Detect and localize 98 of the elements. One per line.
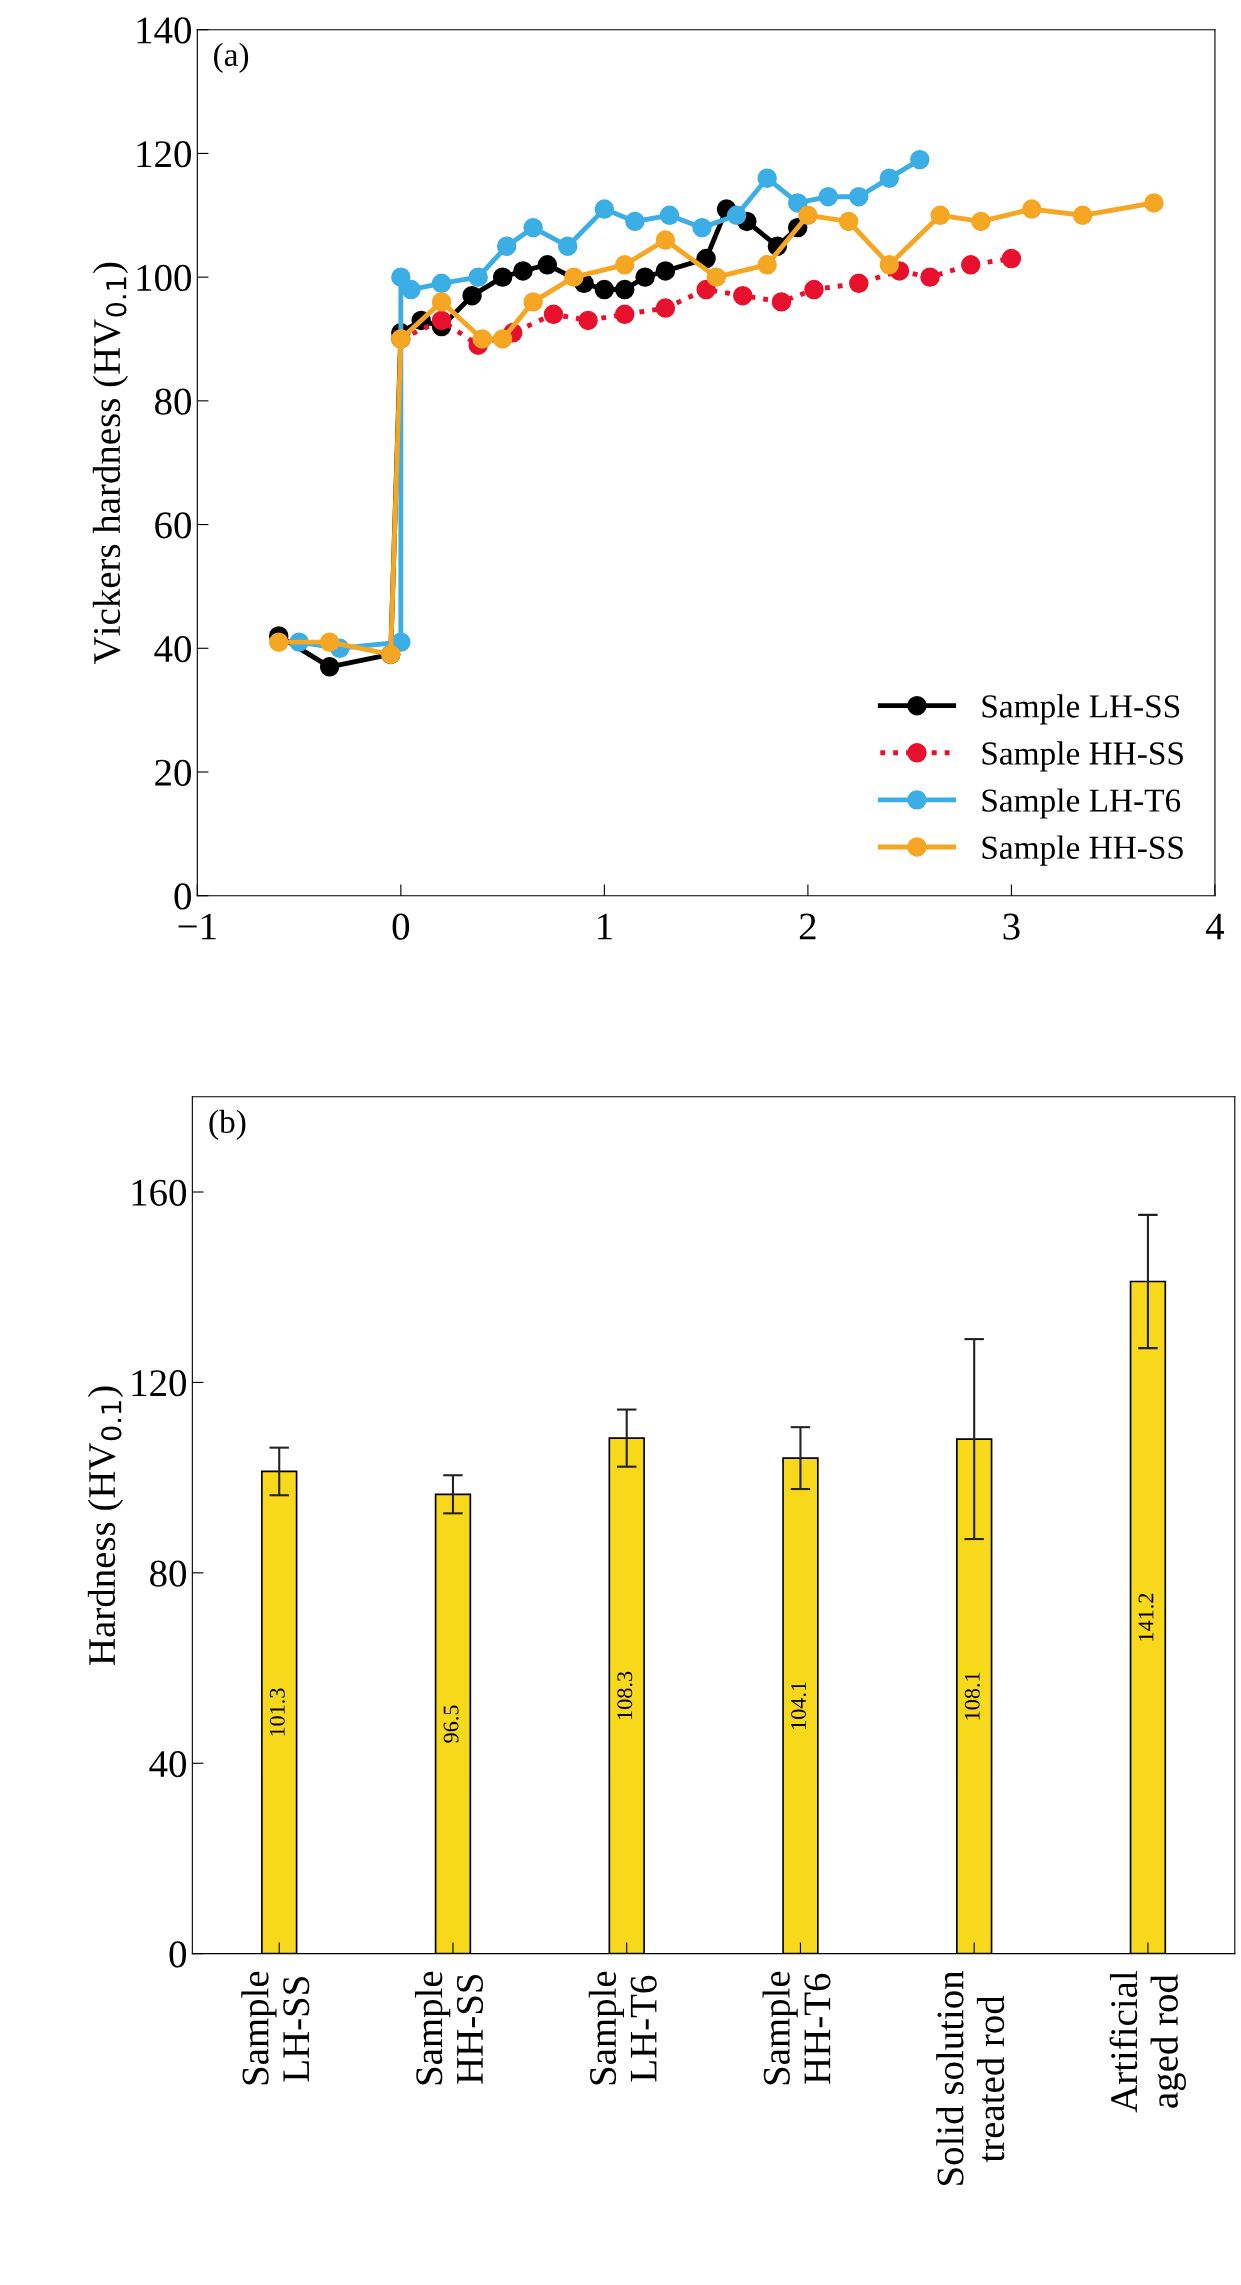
x-tick-label: 1	[598, 913, 612, 940]
point	[696, 279, 716, 300]
point	[462, 285, 482, 306]
x-tick-label: 3	[1003, 913, 1020, 940]
point	[920, 267, 940, 287]
point	[771, 292, 792, 312]
point	[757, 255, 777, 275]
point	[614, 304, 635, 324]
point	[838, 211, 859, 232]
point	[543, 304, 564, 324]
point	[496, 236, 517, 256]
point	[787, 193, 808, 213]
point	[930, 205, 950, 226]
y-tick-label: 160	[132, 1179, 187, 1206]
point	[804, 279, 824, 300]
y-axis-title: Vickers hardness (HV$_{0.1}$)	[92, 262, 129, 664]
point	[757, 168, 777, 188]
point	[492, 329, 513, 349]
point	[625, 211, 645, 232]
y-axis-title: Hardness (HV$_{0.1}$)	[87, 1386, 124, 1665]
point	[431, 310, 452, 331]
point	[594, 199, 615, 219]
point	[431, 273, 452, 294]
point	[472, 329, 492, 349]
x-tick-label: Sample LH-SS	[241, 1971, 310, 2085]
chart-title: (a)	[214, 42, 249, 73]
point	[910, 149, 930, 170]
data-label: 96.5	[443, 1705, 459, 1743]
y-tick-label: 120	[132, 1370, 187, 1397]
data-label: 108.1	[964, 1672, 980, 1720]
x-tick-label: Sample HH-T6	[762, 1971, 831, 2085]
y-tick-label: 100	[137, 264, 191, 292]
point	[614, 255, 635, 275]
x-tick-label: Sample LH-T6	[588, 1971, 657, 2085]
point	[1072, 205, 1093, 226]
legend-label: Sample LH-T6	[982, 788, 1181, 819]
point	[578, 310, 598, 331]
point	[523, 217, 543, 238]
point	[431, 292, 452, 312]
legend-label: Sample LH-SS	[982, 694, 1180, 725]
point	[492, 267, 513, 287]
x-tick-label: −1	[178, 913, 216, 940]
point	[523, 292, 543, 312]
y-tick-label: 60	[155, 512, 191, 539]
point	[319, 632, 340, 652]
x-tick-label: Artificial aged rod	[1109, 1971, 1186, 2113]
x-tick-label: 0	[392, 913, 410, 940]
legend-label: Sample HH-SS	[982, 835, 1183, 866]
data-label: 101.3	[269, 1688, 285, 1736]
point	[818, 186, 838, 207]
point	[659, 205, 680, 226]
y-tick-label: 80	[155, 388, 191, 415]
y-tick-label: 0	[174, 883, 191, 910]
y-tick-label: 120	[137, 141, 191, 168]
point	[537, 255, 558, 275]
data-label: 104.1	[791, 1682, 807, 1729]
legend-label: Sample HH-SS	[982, 741, 1183, 772]
chart-title: (b)	[209, 1109, 246, 1140]
x-tick-label: 4	[1205, 913, 1225, 940]
point	[655, 298, 676, 318]
point	[635, 267, 655, 287]
point	[1001, 248, 1022, 269]
point	[564, 267, 584, 287]
point	[706, 267, 727, 287]
point	[879, 255, 900, 275]
y-tick-label: 20	[155, 759, 191, 786]
y-tick-label: 40	[149, 1750, 187, 1778]
y-tick-label: 140	[137, 17, 191, 44]
point	[726, 205, 747, 226]
point	[558, 236, 578, 256]
point	[849, 186, 869, 207]
point	[879, 168, 900, 188]
data-label: 141.2	[1138, 1593, 1154, 1641]
point	[391, 267, 411, 287]
point	[319, 657, 340, 677]
x-tick-label: 2	[799, 913, 816, 940]
point	[692, 217, 712, 238]
x-tick-label: Solid solution treated rod	[936, 1970, 1005, 2185]
point	[960, 255, 981, 275]
point	[513, 261, 533, 281]
point	[655, 230, 676, 250]
x-tick-label: Sample HH-SS	[415, 1971, 484, 2085]
point	[614, 279, 635, 300]
point	[468, 267, 488, 287]
point	[849, 273, 869, 294]
point	[1022, 199, 1042, 219]
y-tick-label: 80	[150, 1560, 187, 1587]
y-tick-label: 0	[169, 1941, 187, 1968]
point	[971, 211, 991, 232]
point	[655, 261, 676, 281]
point	[733, 285, 753, 306]
point	[798, 205, 818, 226]
y-tick-label: 40	[154, 635, 191, 663]
data-label: 108.3	[617, 1671, 633, 1719]
point	[401, 279, 421, 300]
point	[269, 632, 289, 652]
point	[1144, 193, 1164, 213]
point	[594, 279, 615, 300]
